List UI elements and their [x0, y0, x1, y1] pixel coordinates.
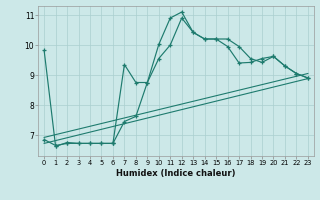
X-axis label: Humidex (Indice chaleur): Humidex (Indice chaleur): [116, 169, 236, 178]
